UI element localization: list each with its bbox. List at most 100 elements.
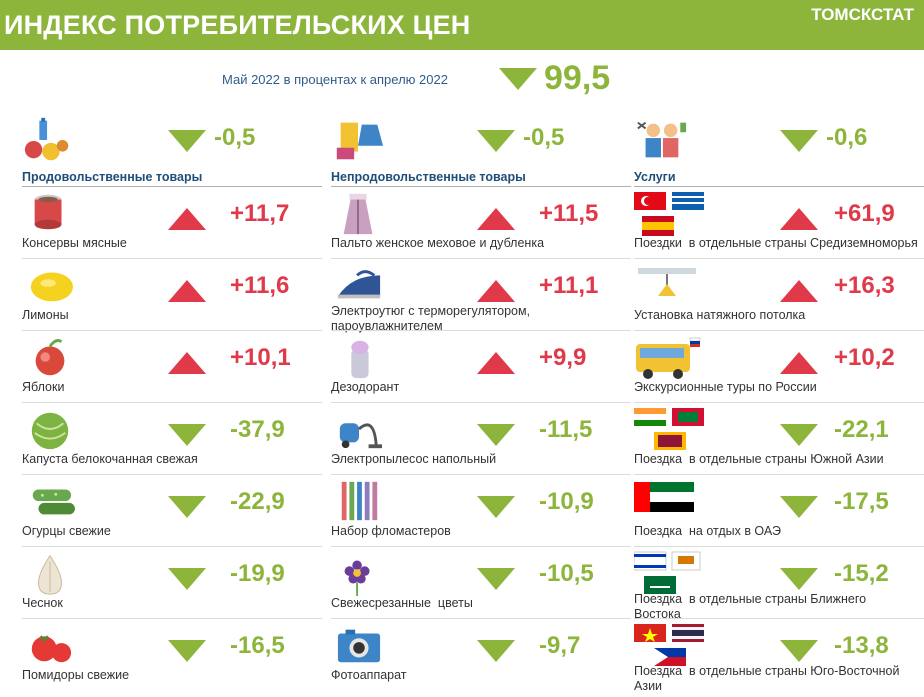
row-divider [331, 618, 631, 619]
arrow-up-icon [780, 208, 818, 230]
price-item-row: -22,1 Поездка в отдельные страны Южной Аз… [634, 404, 924, 476]
item-label: Поездка в отдельные страны Юго-Восточной… [634, 664, 900, 693]
item-change-value: -9,7 [539, 632, 581, 659]
price-item-row: -10,5 Свежесрезанные цветы [331, 548, 631, 620]
southeast-asia-flags-icon [634, 622, 706, 670]
item-label: Поездка на отдых в ОАЭ [634, 524, 781, 538]
item-change-value: -37,9 [230, 416, 285, 443]
arrow-up-icon [477, 352, 515, 374]
cabbage-icon [22, 406, 78, 452]
item-label: Электроутюг с терморегулятором, пароувла… [331, 304, 531, 333]
cucumber-icon [22, 478, 78, 524]
page-title: ИНДЕКС ПОТРЕБИТЕЛЬСКИХ ЦЕН [4, 10, 471, 40]
item-change-value: +9,9 [539, 344, 587, 371]
price-item-row: -19,9 Чеснок [22, 548, 322, 620]
row-divider [331, 258, 631, 259]
arrow-down-icon [477, 640, 515, 662]
item-change-value: -10,5 [539, 560, 594, 587]
arrow-up-icon [477, 208, 515, 230]
row-divider [331, 330, 631, 331]
arrow-down-icon [780, 496, 818, 518]
price-item-row: +16,3 Установка натяжного потолка [634, 260, 924, 332]
item-label: Экскурсионные туры по России [634, 380, 817, 394]
item-change-value: -16,5 [230, 632, 285, 659]
price-item-row: -10,9 Набор фломастеров [331, 476, 631, 548]
row-divider [634, 258, 924, 259]
arrow-down-icon [780, 640, 818, 662]
row-divider [22, 546, 322, 547]
summary-index-value: 99,5 [544, 59, 611, 97]
clothing-icon [331, 116, 385, 164]
price-item-row: +10,2 Экскурсионные туры по России [634, 332, 924, 404]
item-change-value: -11,5 [539, 416, 593, 443]
item-change-value: +61,9 [834, 200, 895, 227]
arrow-down-icon [780, 424, 818, 446]
row-divider [22, 402, 322, 403]
row-divider [331, 474, 631, 475]
price-item-row: -17,5 Поездка на отдых в ОАЭ [634, 476, 924, 548]
deodorant-icon [331, 334, 387, 380]
item-label: Дезодорант [331, 380, 400, 394]
fur-coat-icon [331, 190, 387, 236]
lemon-icon [22, 262, 78, 308]
category-change-value: -0,6 [826, 124, 868, 151]
item-label: Набор фломастеров [331, 524, 451, 538]
item-change-value: -17,5 [834, 488, 889, 515]
item-change-value: -10,9 [539, 488, 594, 515]
price-item-row: +10,1 Яблоки [22, 332, 322, 404]
row-divider [22, 186, 322, 187]
tour-bus-icon [634, 334, 706, 382]
category-change-value: -0,5 [523, 124, 565, 151]
row-divider [22, 474, 322, 475]
arrow-down-icon [168, 130, 206, 152]
arrow-down-icon [168, 640, 206, 662]
item-change-value: -22,1 [834, 416, 889, 443]
garlic-icon [22, 550, 78, 596]
price-item-row: +11,6 Лимоны [22, 260, 322, 332]
arrow-down-icon [168, 496, 206, 518]
price-item-row: +11,7 Консервы мясные [22, 188, 322, 260]
item-label: Электропылесос напольный [331, 452, 497, 466]
item-change-value: -15,2 [834, 560, 889, 587]
arrow-up-icon [168, 208, 206, 230]
item-label: Помидоры свежие [22, 668, 130, 682]
price-item-row: +11,5 Пальто женское меховое и дубленка [331, 188, 631, 260]
period-subtitle: Май 2022 в процентах к апрелю 2022 [222, 72, 448, 87]
arrow-up-icon [168, 352, 206, 374]
tomato-icon [22, 622, 78, 668]
item-change-value: +10,1 [230, 344, 291, 371]
item-label: Установка натяжного потолка [634, 308, 806, 322]
row-divider [634, 474, 924, 475]
row-divider [634, 330, 924, 331]
category-heading: -0,6 Услуги [634, 110, 924, 188]
middle-east-flags-icon [633, 550, 706, 598]
category-heading: -0,5 Непродовольственные товары [331, 110, 631, 188]
uae-flag-icon [634, 478, 706, 526]
item-change-value: +11,6 [230, 272, 290, 299]
iron-icon [331, 262, 387, 308]
item-label: Поездки в отдельные страны Средиземномор… [634, 236, 918, 250]
category-column: -0,6 Услуги +61,9 Поездки в отдельные стран… [633, 110, 924, 697]
arrow-down-icon [780, 568, 818, 590]
category-change-value: -0,5 [214, 124, 256, 151]
price-item-row: -15,2 Поездка в отдельные страны Ближнего… [633, 548, 924, 621]
item-label: Фотоаппарат [331, 668, 407, 682]
arrow-down-icon [168, 424, 206, 446]
row-divider [634, 546, 924, 547]
item-change-value: -19,9 [230, 560, 285, 587]
arrow-down-icon [477, 496, 515, 518]
item-change-value: +11,5 [539, 200, 599, 227]
category-column: -0,5 Продовольственные товары +11,7 Консерв… [22, 110, 322, 697]
vacuum-cleaner-icon [331, 406, 387, 452]
mediterranean-flags-icon [634, 190, 706, 238]
item-change-value: -13,8 [834, 632, 889, 659]
row-divider [22, 618, 322, 619]
camera-icon [331, 622, 387, 668]
arrow-down-icon [477, 130, 515, 152]
arrow-up-icon [477, 280, 515, 302]
price-item-row: -37,9 Капуста белокочанная свежая [22, 404, 322, 476]
south-asia-flags-icon [634, 406, 706, 454]
item-label: Капуста белокочанная свежая [22, 452, 198, 466]
item-label: Пальто женское меховое и дубленка [331, 236, 545, 250]
category-label: Продовольственные товары [22, 170, 203, 184]
